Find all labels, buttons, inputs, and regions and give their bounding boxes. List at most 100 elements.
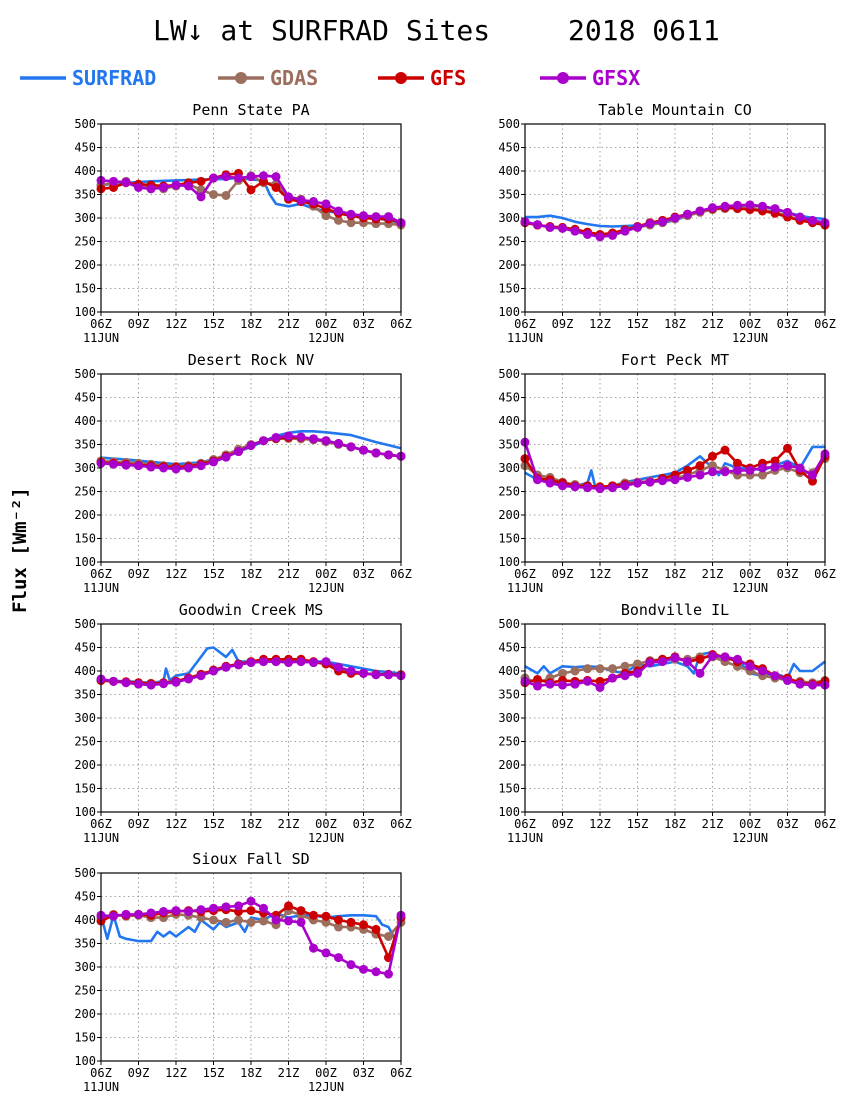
data-point-gdas (346, 218, 356, 228)
data-point-gfsx (720, 201, 730, 211)
data-point-gdas (209, 915, 218, 925)
y-tick-label: 450 (74, 141, 96, 155)
y-tick-label: 100 (74, 305, 96, 319)
data-point-gfsx (371, 448, 381, 458)
plot-frame (100, 623, 402, 813)
series-line-surfrad (99, 911, 403, 943)
data-point-gfsx (271, 172, 281, 182)
data-point-gdas (758, 470, 767, 480)
x-tick-label: 06Z (514, 317, 536, 331)
x-tick-label: 06Z (90, 817, 112, 831)
date-label: 11JUN (507, 581, 543, 595)
data-point-gfsx (770, 671, 780, 681)
x-tick-label: 21Z (702, 317, 724, 331)
x-tick-label: 00Z (315, 1066, 337, 1080)
x-tick-label: 15Z (627, 567, 649, 581)
data-point-gfsx (296, 195, 306, 205)
data-point-gfsx (184, 463, 193, 473)
x-tick-label: 06Z (390, 817, 412, 831)
panels: 100 150 200 250 300 350 400 450 500 06Z 09Z 12Z 15Z 1… (74, 101, 836, 1094)
y-tick-label: 300 (498, 211, 520, 225)
data-point-gfsx (209, 173, 218, 183)
y-tick-label: 200 (74, 508, 96, 522)
data-point-gfsx (321, 657, 331, 667)
data-point-gfsx (321, 948, 331, 958)
y-tick-label: 350 (74, 438, 96, 452)
data-point-gfsx (595, 484, 605, 494)
x-tick-label: 12Z (589, 317, 611, 331)
data-point-gfsx (184, 674, 193, 684)
data-point-gfsx (171, 180, 181, 190)
x-tick-label: 18Z (664, 317, 686, 331)
data-point-gfs (246, 185, 256, 195)
data-point-gfsx (745, 200, 755, 210)
data-point-gfsx (708, 651, 717, 661)
data-point-gfs (533, 674, 542, 684)
x-tick-label: 09Z (128, 317, 150, 331)
y-tick-label: 100 (74, 1054, 96, 1068)
y-tick-label: 150 (74, 532, 96, 546)
data-point-gfsx (134, 461, 143, 471)
data-point-gfsx (134, 679, 143, 689)
y-tick-label: 400 (74, 414, 96, 428)
data-point-gdas (209, 190, 218, 199)
y-tick-label: 250 (74, 984, 96, 998)
y-tick-label: 100 (498, 555, 520, 569)
data-point-gfs (271, 182, 281, 192)
y-tick-label: 450 (74, 391, 96, 405)
x-tick-label: 03Z (777, 567, 799, 581)
data-point-gfsx (795, 212, 805, 222)
y-tick-label: 400 (74, 664, 96, 678)
data-point-gfsx (321, 436, 331, 446)
legend-marker-gdas (235, 72, 247, 84)
data-point-gfsx (171, 464, 181, 474)
data-point-gfsx (633, 478, 642, 488)
data-point-gfs (321, 911, 331, 921)
x-tick-label: 15Z (203, 817, 225, 831)
plot-frame (100, 872, 402, 1062)
data-point-gfsx (234, 901, 243, 911)
data-point-gfsx (184, 907, 193, 917)
y-tick-label: 200 (74, 758, 96, 772)
data-point-gfsx (645, 477, 655, 487)
y-tick-label: 400 (74, 913, 96, 927)
y-tick-label: 400 (498, 664, 520, 678)
data-point-gfsx (683, 657, 692, 667)
x-tick-label: 18Z (240, 567, 262, 581)
data-point-gfs (720, 445, 730, 455)
x-tick-label: 12Z (589, 817, 611, 831)
data-point-gfsx (146, 462, 156, 472)
legend-label-gdas: GDAS (270, 66, 318, 90)
y-tick-label: 300 (74, 711, 96, 725)
data-point-gfsx (371, 967, 381, 977)
plot-frame (524, 623, 826, 813)
data-point-gfsx (246, 658, 256, 668)
data-point-gfsx (545, 679, 555, 689)
data-point-gfsx (271, 915, 281, 925)
legend-marker-gfs (395, 72, 407, 84)
data-point-gfsx (359, 445, 368, 455)
y-tick-label: 250 (74, 735, 96, 749)
y-tick-label: 500 (74, 617, 96, 631)
y-tick-label: 350 (498, 438, 520, 452)
x-tick-label: 06Z (814, 567, 836, 581)
data-point-gfsx (309, 658, 318, 668)
y-tick-label: 200 (498, 258, 520, 272)
x-tick-label: 21Z (278, 817, 300, 831)
data-point-gfs (346, 917, 356, 927)
x-tick-label: 15Z (627, 817, 649, 831)
legend-label-gfsx: GFSX (592, 66, 640, 90)
data-point-gfsx (695, 668, 705, 678)
y-tick-label: 150 (498, 282, 520, 296)
x-tick-label: 03Z (353, 1066, 375, 1080)
data-point-gdas (633, 659, 642, 669)
data-point-gdas (570, 666, 580, 676)
y-tick-label: 250 (498, 485, 520, 499)
y-tick-label: 200 (74, 1007, 96, 1021)
data-point-gfsx (670, 475, 680, 485)
data-point-gdas (620, 661, 630, 671)
y-tick-label: 200 (498, 758, 520, 772)
y-tick-label: 300 (74, 960, 96, 974)
panel-title: Table Mountain CO (598, 101, 752, 119)
